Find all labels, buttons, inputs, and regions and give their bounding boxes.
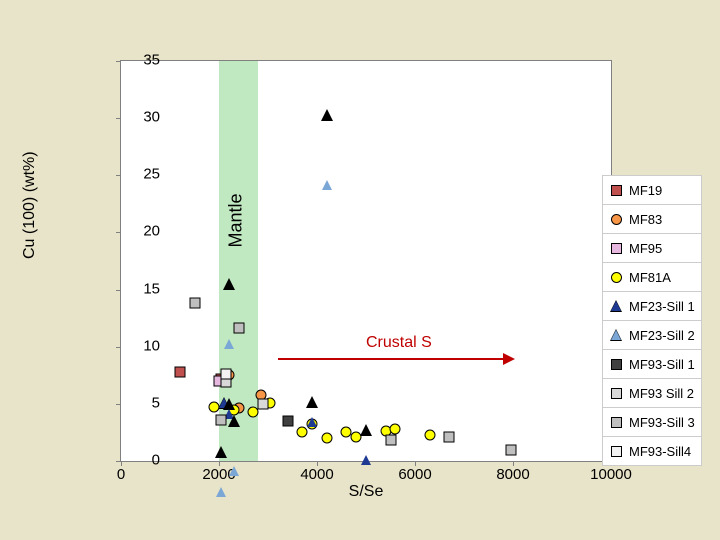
legend-item: MF93-Sill 1	[602, 349, 702, 379]
legend-item: MF23-Sill 1	[602, 291, 702, 321]
data-point	[424, 429, 435, 440]
crustal-label: Crustal S	[366, 334, 432, 352]
data-point	[189, 298, 200, 309]
legend-marker-icon	[605, 240, 627, 256]
y-tick-label: 35	[143, 52, 160, 69]
y-tick-label: 20	[143, 223, 160, 240]
legend-label: MF83	[629, 212, 662, 227]
legend-marker-icon	[605, 356, 627, 372]
y-tick-label: 30	[143, 109, 160, 126]
data-point	[258, 398, 269, 409]
legend-item: MF93-Sill 3	[602, 407, 702, 437]
x-tick-label: 4000	[300, 466, 333, 483]
x-tick-label: 10000	[590, 466, 632, 483]
data-point	[444, 432, 455, 443]
legend-label: MF93-Sill 1	[629, 357, 695, 372]
data-point	[361, 455, 371, 465]
legend-marker-icon	[605, 182, 627, 198]
data-point	[221, 369, 232, 380]
data-point	[233, 323, 244, 334]
y-tick-label: 5	[152, 394, 160, 411]
data-point	[216, 487, 226, 497]
legend-item: MF95	[602, 233, 702, 263]
data-point	[216, 414, 227, 425]
scatter-chart: Cu (100) (wt%) S/Se Mantle02000400060008…	[40, 50, 660, 500]
legend-item: MF93-Sill4	[602, 436, 702, 466]
data-point	[322, 180, 332, 190]
legend-label: MF23-Sill 1	[629, 299, 695, 314]
data-point	[505, 444, 516, 455]
x-axis-label: S/Se	[349, 483, 384, 501]
data-point	[307, 417, 317, 427]
legend-marker-icon	[605, 211, 627, 227]
x-tick-label: 8000	[496, 466, 529, 483]
legend-label: MF81A	[629, 270, 671, 285]
legend-marker-icon	[605, 443, 627, 459]
legend-marker-icon	[605, 385, 627, 401]
plot-area: S/Se Mantle0200040006000800010000Crustal…	[120, 60, 612, 462]
crustal-arrow	[278, 358, 513, 360]
legend-label: MF23-Sill 2	[629, 328, 695, 343]
legend-label: MF93-Sill4	[629, 444, 691, 459]
legend-marker-icon	[605, 327, 627, 343]
legend-marker-icon	[605, 298, 627, 314]
legend-item: MF81A	[602, 262, 702, 292]
legend-marker-icon	[605, 414, 627, 430]
data-point	[174, 366, 185, 377]
data-point	[390, 424, 401, 435]
data-point	[229, 466, 239, 476]
data-point	[224, 339, 234, 349]
legend-marker-icon	[605, 269, 627, 285]
x-tick-label: 6000	[398, 466, 431, 483]
y-tick-label: 0	[152, 452, 160, 469]
x-tick-label: 0	[117, 466, 125, 483]
legend-item: MF19	[602, 175, 702, 205]
legend-item: MF93 Sill 2	[602, 378, 702, 408]
y-tick-label: 10	[143, 337, 160, 354]
legend: MF19 MF83 MF95 MF81A MF23-Sill 1 MF23-Sill 2 M…	[602, 175, 702, 465]
data-point	[321, 433, 332, 444]
y-axis-label: Cu (100) (wt%)	[21, 151, 39, 259]
legend-label: MF93 Sill 2	[629, 386, 694, 401]
y-tick-label: 25	[143, 166, 160, 183]
data-point	[385, 435, 396, 446]
y-tick-label: 15	[143, 280, 160, 297]
legend-label: MF93-Sill 3	[629, 415, 695, 430]
data-point	[297, 427, 308, 438]
legend-label: MF95	[629, 241, 662, 256]
legend-item: MF83	[602, 204, 702, 234]
data-point	[282, 416, 293, 427]
legend-label: MF19	[629, 183, 662, 198]
mantle-label: Mantle	[225, 193, 246, 247]
legend-item: MF23-Sill 2	[602, 320, 702, 350]
